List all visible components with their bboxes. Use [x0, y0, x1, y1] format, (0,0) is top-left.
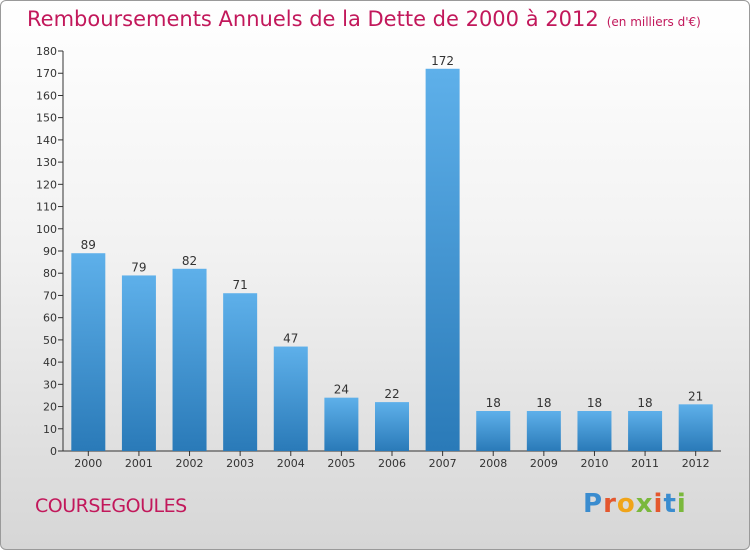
y-tick-label: 20	[43, 401, 57, 414]
x-tick-label: 2004	[277, 457, 305, 470]
x-tick-label: 2005	[327, 457, 355, 470]
data-label: 47	[283, 332, 298, 346]
data-label: 24	[334, 383, 349, 397]
title-unit: (en milliers d'€)	[606, 15, 701, 29]
bar	[526, 411, 561, 451]
data-label: 172	[431, 54, 454, 68]
data-label: 71	[233, 278, 248, 292]
data-label: 18	[536, 396, 551, 410]
bar	[223, 293, 258, 451]
x-tick-label: 2000	[74, 457, 102, 470]
x-tick-label: 2008	[479, 457, 507, 470]
x-tick-label: 2012	[682, 457, 710, 470]
data-label: 21	[688, 389, 703, 403]
chart-title: Remboursements Annuels de la Dette de 20…	[27, 7, 701, 31]
y-tick-label: 140	[36, 134, 57, 147]
x-tick-label: 2009	[530, 457, 558, 470]
y-tick-label: 100	[36, 223, 57, 236]
bar	[425, 68, 460, 452]
bar	[678, 404, 713, 451]
x-tick-label: 2002	[176, 457, 204, 470]
x-tick-label: 2010	[580, 457, 608, 470]
x-tick-label: 2001	[125, 457, 153, 470]
y-tick-label: 150	[36, 112, 57, 125]
y-tick-label: 80	[43, 267, 57, 280]
bar	[324, 397, 359, 451]
bar	[121, 275, 156, 451]
bar	[628, 411, 663, 451]
x-tick-label: 2006	[378, 457, 406, 470]
bar	[476, 411, 511, 451]
y-tick-label: 110	[36, 201, 57, 214]
title-main: Remboursements Annuels de la Dette de 20…	[27, 7, 599, 31]
data-label: 79	[131, 260, 146, 274]
y-tick-label: 30	[43, 378, 57, 391]
y-tick-label: 0	[50, 445, 57, 458]
bar	[273, 346, 308, 451]
data-label: 18	[486, 396, 501, 410]
x-tick-label: 2011	[631, 457, 659, 470]
y-tick-label: 10	[43, 423, 57, 436]
data-label: 89	[81, 238, 96, 252]
y-tick-label: 90	[43, 245, 57, 258]
data-label: 22	[384, 387, 399, 401]
y-tick-label: 40	[43, 356, 57, 369]
x-tick-label: 2007	[429, 457, 457, 470]
y-tick-label: 70	[43, 289, 57, 302]
data-label: 18	[637, 396, 652, 410]
y-tick-label: 50	[43, 334, 57, 347]
y-tick-label: 170	[36, 67, 57, 80]
commune-name: COURSEGOULES	[35, 495, 187, 517]
y-tick-label: 120	[36, 178, 57, 191]
y-tick-label: 180	[36, 45, 57, 58]
bar	[172, 268, 207, 451]
bar	[71, 253, 106, 451]
y-tick-label: 60	[43, 312, 57, 325]
data-label: 18	[587, 396, 602, 410]
y-tick-label: 160	[36, 89, 57, 102]
bar	[375, 402, 409, 451]
proxiti-logo: Proxiti	[583, 489, 687, 519]
data-label: 82	[182, 254, 197, 268]
bar	[577, 411, 612, 451]
x-tick-label: 2003	[226, 457, 254, 470]
y-tick-label: 130	[36, 156, 57, 169]
